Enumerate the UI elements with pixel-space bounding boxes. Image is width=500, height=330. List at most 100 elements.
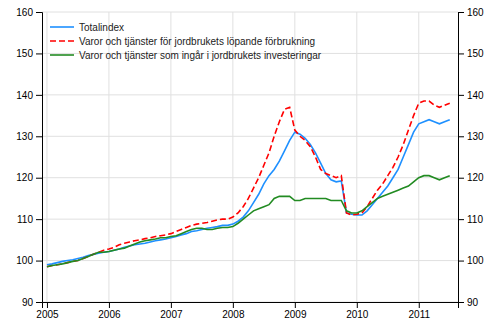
grid-line-y bbox=[42, 94, 458, 95]
tick-label: 100 bbox=[16, 255, 33, 266]
series-line bbox=[47, 120, 450, 265]
tick: 160 bbox=[458, 7, 484, 18]
tick-label: 2006 bbox=[98, 309, 121, 320]
tick: 110 bbox=[458, 214, 483, 225]
legend-swatch bbox=[50, 54, 74, 56]
tick-mark bbox=[458, 261, 464, 262]
tick: 130 bbox=[458, 131, 484, 142]
series-line bbox=[47, 176, 450, 267]
tick-label: 160 bbox=[16, 7, 33, 18]
axis-line bbox=[36, 13, 43, 303]
tick: 2008 bbox=[222, 302, 245, 320]
tick: 2005 bbox=[36, 302, 59, 320]
tick-mark bbox=[419, 302, 420, 308]
grid-line-y bbox=[42, 12, 458, 13]
axis-line bbox=[459, 13, 465, 303]
tick-label: 130 bbox=[467, 131, 484, 142]
legend-swatch bbox=[50, 26, 74, 28]
chart: 2005 2006 2007 2008 2009 2010 2011 90 100 110 120 1… bbox=[0, 0, 500, 330]
tick-label: 110 bbox=[17, 214, 33, 225]
series-line bbox=[47, 101, 450, 267]
tick-label: 150 bbox=[16, 48, 33, 59]
grid-line-x bbox=[356, 12, 357, 302]
grid-line-x bbox=[418, 12, 419, 302]
tick: 2007 bbox=[160, 302, 183, 320]
tick-label: 140 bbox=[467, 90, 484, 101]
tick: 160 bbox=[16, 7, 42, 18]
tick-mark bbox=[458, 53, 464, 54]
axis-line bbox=[43, 303, 459, 309]
tick-label: 2011 bbox=[408, 309, 430, 320]
legend-item: Varor och tjänster för jordbrukets löpan… bbox=[50, 36, 315, 47]
tick-mark bbox=[36, 12, 42, 13]
tick-mark bbox=[458, 12, 464, 13]
tick-mark bbox=[36, 136, 42, 137]
legend-item: Varor och tjänster som ingår i jordbruke… bbox=[50, 50, 322, 61]
tick: 140 bbox=[16, 90, 42, 101]
legend-item: Totalindex bbox=[50, 22, 124, 33]
tick-label: 2009 bbox=[284, 309, 307, 320]
tick: 90 bbox=[22, 297, 42, 308]
tick: 110 bbox=[17, 214, 42, 225]
tick-mark bbox=[36, 261, 42, 262]
tick-mark bbox=[36, 95, 42, 96]
tick-mark bbox=[36, 219, 42, 220]
tick-mark bbox=[458, 178, 464, 179]
legend-swatch bbox=[50, 40, 74, 42]
tick-label: 2010 bbox=[346, 309, 369, 320]
tick-mark bbox=[458, 302, 464, 303]
tick-mark bbox=[458, 95, 464, 96]
tick: 100 bbox=[16, 255, 42, 266]
tick: 120 bbox=[458, 172, 484, 183]
y-axis: 90 100 110 120 130 140 150 160 bbox=[16, 7, 42, 308]
tick-label: 2005 bbox=[36, 309, 59, 320]
tick-label: 2007 bbox=[160, 309, 183, 320]
tick: 150 bbox=[16, 48, 42, 59]
tick-mark bbox=[458, 136, 464, 137]
tick-label: 130 bbox=[16, 131, 33, 142]
tick-mark bbox=[295, 302, 296, 308]
grid bbox=[42, 12, 458, 302]
legend-label: Varor och tjänster som ingår i jordbruke… bbox=[79, 50, 322, 61]
tick: 2010 bbox=[346, 302, 369, 320]
tick-label: 90 bbox=[467, 297, 479, 308]
legend: Totalindex Varor och tjänster för jordbru… bbox=[50, 22, 322, 61]
chart-container: 2005 2006 2007 2008 2009 2010 2011 90 100 110 120 1… bbox=[0, 0, 500, 330]
tick: 2006 bbox=[98, 302, 121, 320]
x-axis: 2005 2006 2007 2008 2009 2010 2011 bbox=[36, 302, 458, 320]
tick-mark bbox=[233, 302, 234, 308]
plot-area bbox=[47, 101, 450, 267]
tick-mark bbox=[36, 302, 42, 303]
tick-mark bbox=[36, 53, 42, 54]
legend-label: Varor och tjänster för jordbrukets löpan… bbox=[79, 36, 315, 47]
tick-label: 150 bbox=[467, 48, 484, 59]
tick-label: 120 bbox=[16, 172, 33, 183]
grid-line-y bbox=[42, 219, 458, 220]
grid-line-y bbox=[42, 177, 458, 178]
tick-label: 90 bbox=[22, 297, 34, 308]
tick: 130 bbox=[16, 131, 42, 142]
tick: 120 bbox=[16, 172, 42, 183]
tick-mark bbox=[171, 302, 172, 308]
tick: 90 bbox=[458, 297, 479, 308]
tick-mark bbox=[36, 178, 42, 179]
grid-line-y bbox=[42, 260, 458, 261]
tick-label: 120 bbox=[467, 172, 484, 183]
tick: 2011 bbox=[408, 302, 430, 320]
tick-mark bbox=[458, 219, 464, 220]
tick: 140 bbox=[458, 90, 484, 101]
legend-label: Totalindex bbox=[79, 22, 124, 33]
tick-mark bbox=[357, 302, 358, 308]
tick: 2009 bbox=[284, 302, 307, 320]
tick-label: 2008 bbox=[222, 309, 245, 320]
y2-axis: 90 100 110 120 130 140 150 160 bbox=[458, 7, 484, 308]
tick-label: 100 bbox=[467, 255, 484, 266]
tick: 150 bbox=[458, 48, 484, 59]
tick-label: 160 bbox=[467, 7, 484, 18]
tick-mark bbox=[109, 302, 110, 308]
grid-line-x bbox=[46, 12, 47, 302]
tick-label: 110 bbox=[467, 214, 483, 225]
grid-line-y bbox=[42, 136, 458, 137]
tick-label: 140 bbox=[16, 90, 33, 101]
tick: 100 bbox=[458, 255, 484, 266]
